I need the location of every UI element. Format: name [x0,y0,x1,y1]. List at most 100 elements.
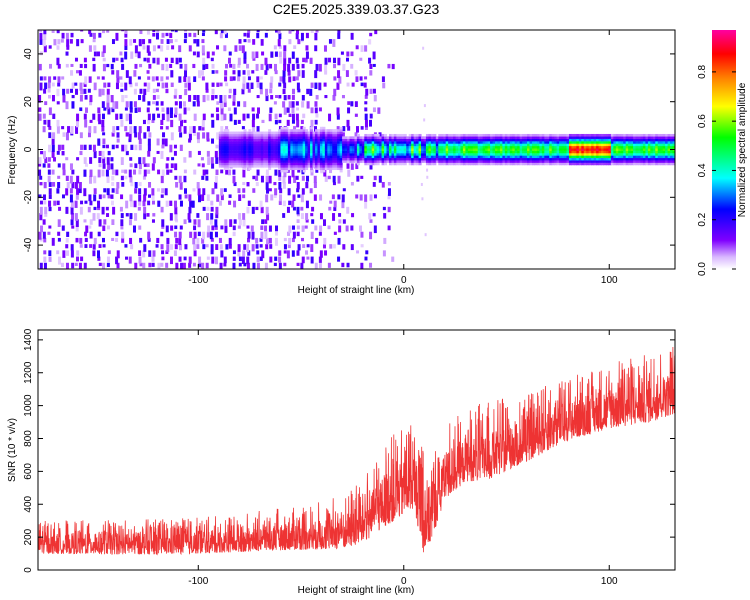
spectrogram-cell [403,143,407,147]
spectrogram-cell [265,155,269,159]
spectrogram-cell [499,138,503,142]
spectrogram-cell [497,136,501,139]
spectrogram-cell [97,250,101,259]
spectrogram-cell [223,113,227,121]
spectrogram-cell [423,145,427,149]
spectrogram-cell [440,150,444,154]
spectrogram-cell [98,194,102,200]
spectrogram-cell [670,155,674,159]
spectrogram-cell [232,70,236,75]
spectrogram-cell [291,88,295,95]
spectrogram-cell [241,160,245,163]
spectrogram-cell [214,219,218,228]
spectrogram-cell [623,148,627,151]
spectrogram-cell [445,157,449,161]
spectrogram-cell [275,136,279,139]
spectrogram-cell [465,133,469,137]
spectrogram-cell [285,138,289,142]
spectrogram-cell [183,157,187,163]
spectrogram-cell [110,63,114,70]
spectrogram-cell [295,157,299,161]
spectrogram-cell [345,70,349,77]
spectrogram-cell [237,188,241,194]
spectrogram-cell [583,155,587,159]
spectrogram-cell [608,153,612,156]
spectrogram-cell [601,160,605,163]
spectrogram-cell [57,82,61,87]
spectrogram-cell [288,225,292,234]
spectrogram-cell [290,145,294,149]
spectrogram-cell [650,145,654,149]
spectrogram-cell [265,133,269,137]
spectrogram-cell [660,145,664,149]
spectrogram-cell [250,153,254,156]
spectrogram-cell [647,138,651,142]
spectrogram-cell [88,126,92,133]
spectrogram-cell [97,256,101,261]
spectrogram-cell [327,129,331,132]
spectrogram-cell [391,138,395,142]
spectrogram-cell [306,175,310,182]
spectrogram-cell [295,148,299,151]
spectrogram-cell [183,107,187,115]
spectrogram-cell [62,250,66,258]
spectrogram-cell [202,113,206,121]
spectrogram-cell [296,107,300,111]
spectrogram-cell [169,256,173,265]
spectrogram-cell [347,145,351,149]
spectrogram-cell [613,141,617,144]
spectrogram-cell [193,39,197,44]
spectrogram-cell [223,136,227,139]
spectrogram-cell [369,145,373,149]
spectrogram-cell [377,107,381,114]
spectrogram-cell [288,30,292,34]
spectrogram-cell [544,133,548,137]
spectrogram-cell [39,30,43,33]
snr-trace [38,346,675,556]
spectrogram-cell [470,162,474,166]
spectrogram-cell [147,51,151,56]
spectrogram-cell [124,144,128,152]
spectrogram-cell [324,143,328,147]
spectrogram-cell [396,141,400,144]
spectrogram-cell [642,145,646,149]
spectrogram-cell [517,136,521,139]
spectrogram-cell [593,136,597,139]
spectrogram-cell [382,82,386,89]
spectrogram-cell [372,107,376,113]
spectrogram-cell [618,138,622,142]
spectrogram-cell [660,133,664,137]
spectrogram-cell [178,244,182,251]
spectrogram-cell [193,169,197,175]
spectrogram-cell [259,237,263,242]
spectrogram-cell [291,30,295,32]
spectrogram-cell [75,126,79,134]
spectrogram-cell [475,133,479,137]
spectrogram-cell [499,148,503,151]
spectrogram-cell [269,256,273,263]
spectrogram-cell [270,162,274,166]
spectrogram-cell [283,244,287,250]
spectrogram-cell [576,136,580,139]
spectrogram-cell [603,138,607,142]
spectrogram-cell [300,213,304,220]
spectrogram-cell [369,150,373,154]
spectrogram-cell [223,131,227,135]
spectrogram-cell [84,76,88,85]
spectrogram-cell [625,145,629,149]
spectrogram-cell [155,76,159,81]
spectrogram-cell [387,206,391,213]
spectrogram-cell [401,157,405,161]
spectrogram-cell [129,82,133,88]
spectrogram-cell [61,144,65,150]
spectrogram-cell [89,101,93,106]
spectrogram-cell [322,155,326,159]
spectrogram-cell [287,70,291,76]
spectrogram-cell [360,82,364,87]
spectrogram-cell [630,155,634,159]
spectrogram-cell [280,169,284,173]
spectrogram-cell [218,143,222,147]
spectrogram-cell [396,145,400,149]
spectrogram-cell [373,95,377,102]
spectrogram-cell [628,150,632,154]
